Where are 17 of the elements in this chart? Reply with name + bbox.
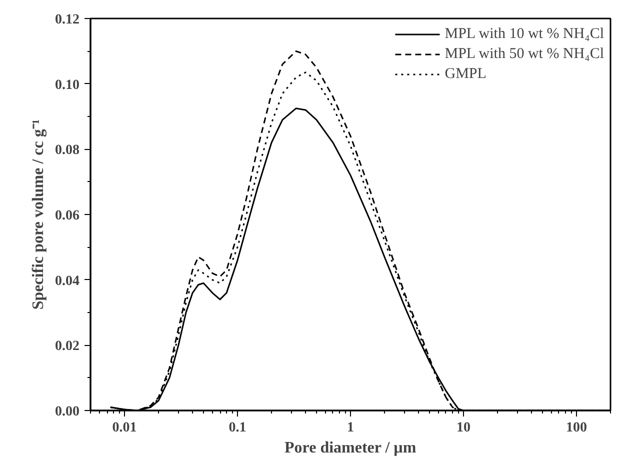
y-tick-label: 0.00: [55, 404, 80, 420]
x-tick-label: 0.01: [112, 420, 137, 436]
y-tick-label: 0.06: [55, 208, 80, 224]
legend-label: MPL with 10 wt % NH₄Cl: [444, 26, 604, 42]
y-tick-label: 0.12: [55, 12, 80, 28]
x-tick-label: 1: [347, 420, 354, 436]
y-tick-label: 0.04: [55, 274, 80, 289]
y-tick-label: 0.02: [55, 339, 80, 354]
legend-label: MPL with 50 wt % NH₄Cl: [444, 46, 604, 62]
y-axis-title: Specific pore volume / cc g⁻¹: [30, 119, 47, 310]
legend-label: GMPL: [444, 66, 486, 82]
y-tick-label: 0.10: [55, 78, 80, 93]
x-axis-title: Pore diameter / µm: [284, 440, 417, 456]
x-tick-label: 100: [566, 420, 587, 436]
x-tick-label: 0.1: [228, 420, 246, 436]
y-tick-label: 0.08: [55, 143, 80, 158]
x-tick-label: 10: [456, 420, 470, 436]
